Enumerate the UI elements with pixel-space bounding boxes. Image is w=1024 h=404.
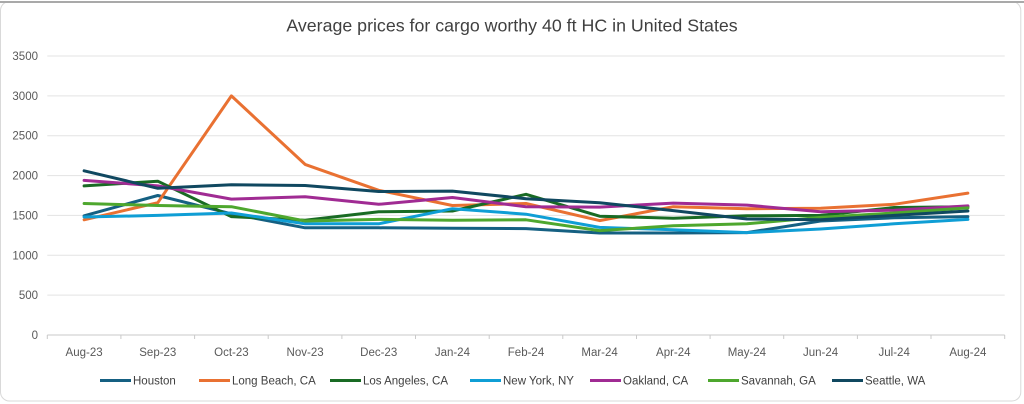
svg-text:Aug-23: Aug-23 — [66, 347, 103, 359]
svg-text:2000: 2000 — [12, 171, 38, 183]
svg-text:Jan-24: Jan-24 — [435, 347, 471, 359]
svg-text:Feb-24: Feb-24 — [508, 347, 545, 359]
svg-text:Jun-24: Jun-24 — [803, 347, 839, 359]
svg-text:Los Angeles, CA: Los Angeles, CA — [363, 376, 448, 388]
svg-text:Aug-24: Aug-24 — [949, 347, 987, 359]
svg-text:New York, NY: New York, NY — [503, 376, 574, 388]
svg-text:Dec-23: Dec-23 — [360, 347, 397, 359]
svg-text:Oct-23: Oct-23 — [214, 347, 249, 359]
svg-text:500: 500 — [19, 290, 38, 302]
svg-text:0: 0 — [32, 330, 38, 342]
svg-text:3500: 3500 — [12, 51, 38, 63]
svg-text:Seattle, WA: Seattle, WA — [865, 376, 926, 388]
svg-text:1000: 1000 — [12, 250, 38, 262]
svg-text:Apr-24: Apr-24 — [656, 347, 691, 359]
svg-text:Oakland, CA: Oakland, CA — [623, 376, 689, 388]
svg-text:Jul-24: Jul-24 — [879, 347, 911, 359]
svg-text:Long Beach, CA: Long Beach, CA — [232, 376, 316, 388]
svg-text:Mar-24: Mar-24 — [581, 347, 618, 359]
svg-text:3000: 3000 — [12, 91, 38, 103]
svg-text:Savannah, GA: Savannah, GA — [741, 376, 816, 388]
svg-text:Nov-23: Nov-23 — [287, 347, 324, 359]
svg-text:1500: 1500 — [12, 210, 38, 222]
svg-text:2500: 2500 — [12, 131, 38, 143]
svg-text:Average prices for cargo worth: Average prices for cargo worthy 40 ft HC… — [286, 16, 737, 36]
svg-text:Houston: Houston — [133, 376, 176, 388]
svg-text:May-24: May-24 — [728, 347, 767, 359]
svg-text:Sep-23: Sep-23 — [139, 347, 176, 359]
